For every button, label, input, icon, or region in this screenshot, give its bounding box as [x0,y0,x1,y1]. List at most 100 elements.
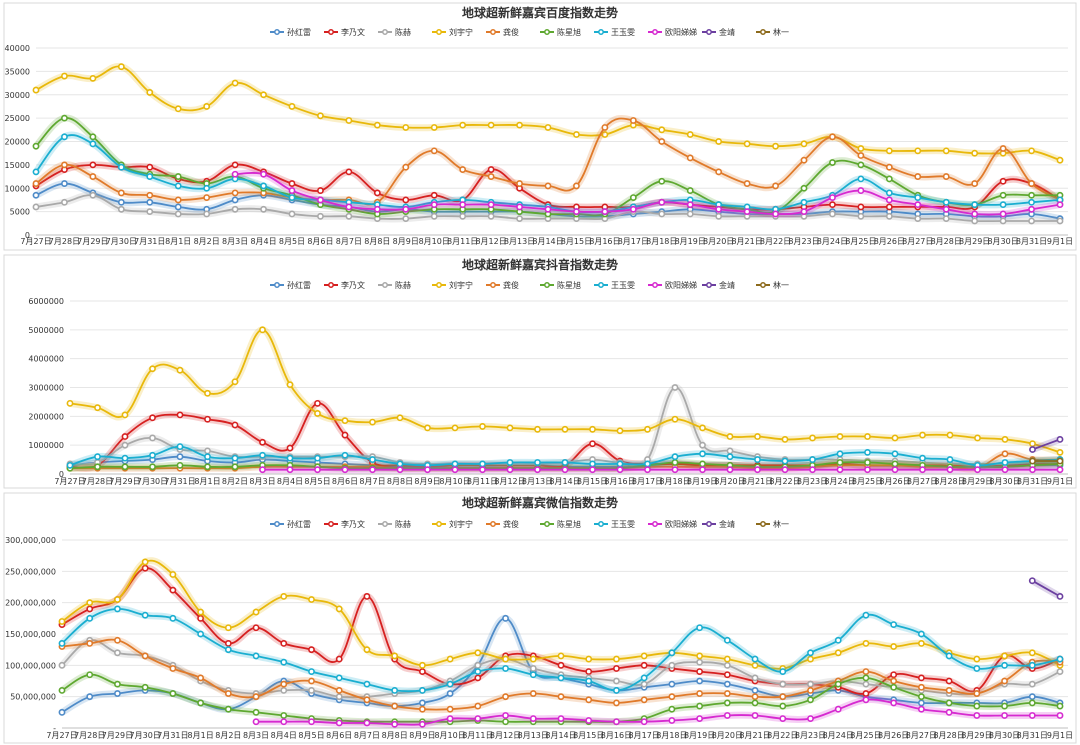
wechat-x-tick-label: 8月21日 [739,731,770,740]
baidu-frame [3,2,1077,251]
data-point [917,674,925,682]
data-point [589,425,596,433]
wechat-series-8 [252,696,1064,729]
data-point [862,674,870,682]
legend-label: 孙红雷 [287,27,311,37]
data-point [890,671,898,679]
data-point [715,138,723,145]
data-point [479,423,486,430]
data-point [204,463,211,471]
legend-swatch-marker [382,521,388,527]
douyin-x-tick-label: 8月6日 [332,477,358,486]
data-point [862,696,870,704]
data-point [857,145,865,152]
legend-label: 龚俊 [503,519,519,529]
data-point [890,621,898,628]
baidu-x-tick-label: 8月5日 [279,237,305,246]
data-point [418,661,426,669]
wechat-legend-item: 陈赫 [378,519,411,529]
data-point [149,434,156,442]
data-point [743,208,751,216]
wechat-x-tick-label: 8月6日 [326,731,352,740]
data-point [946,431,954,439]
legend-label: 林一 [773,27,789,37]
data-point [544,182,552,190]
data-point [335,605,343,613]
data-point [121,441,129,449]
data-point [231,196,239,204]
wechat-frame [3,492,1077,744]
data-point [231,79,239,87]
data-point [658,177,666,185]
legend-swatch-marker [544,521,550,527]
baidu-x-tick-label: 8月4日 [250,237,276,246]
data-point [1029,446,1036,453]
data-point [807,696,814,704]
wechat-series-7 [58,605,1064,695]
data-point [308,596,315,603]
data-point [373,189,381,197]
legend-swatch-marker [760,282,766,288]
legend-label: 林一 [773,280,789,290]
legend-label: 龚俊 [503,280,519,290]
data-point [418,705,426,713]
baidu-legend-item: 陈赫 [378,27,411,37]
data-point [696,690,704,697]
douyin-legend-item: 王玉雯 [594,281,635,290]
wechat-x-tick-label: 8月27日 [906,731,937,740]
data-point [1028,147,1035,155]
data-point [751,712,759,719]
data-point [807,649,814,657]
baidu-x-tick-label: 7月27日 [20,237,51,246]
data-point [114,690,121,697]
data-point [613,655,620,663]
douyin-legend-item: 孙红雷 [270,280,311,290]
data-point [644,460,651,468]
data-point [601,131,609,138]
data-point [779,715,787,722]
data-point [391,702,399,710]
baidu-x-tick-label: 7月31日 [134,237,165,246]
wechat-series-5 [58,636,1064,714]
data-point [829,133,836,141]
data-point [1056,201,1064,209]
wechat-series-9 [1028,577,1064,600]
data-point [146,208,154,216]
data-point [857,203,865,211]
baidu-y-tick-label: 30000 [5,91,30,100]
legend-label: 林一 [773,519,789,529]
data-point [668,649,676,657]
data-point [459,121,467,129]
data-point [224,690,232,697]
data-point [502,614,509,622]
data-point [561,459,569,466]
douyin-x-tick-label: 8月21日 [742,477,773,486]
data-point [402,196,410,204]
data-point [834,705,842,713]
wechat-legend-item: 金靖 [702,519,735,529]
baidu-y-tick-label: 35000 [5,67,30,76]
data-point [58,639,66,647]
baidu-x-tick-label: 8月21日 [731,237,762,246]
legend-swatch-marker [706,29,712,35]
baidu-x-tick-label: 7月29日 [77,237,108,246]
data-point [121,463,129,471]
data-point [715,168,723,176]
data-point [534,459,541,466]
data-point [999,191,1007,199]
data-point [723,680,731,688]
data-point [942,147,950,155]
douyin-frame [3,254,1077,489]
data-point [999,201,1007,209]
douyin-x-tick-label: 7月30日 [137,477,168,486]
data-point [529,671,537,679]
data-point [149,365,156,373]
wechat-x-tick-label: 8月10日 [434,731,465,740]
data-point [430,147,438,155]
legend-swatch-marker [544,29,550,35]
baidu-x-tick-label: 8月3日 [222,237,248,246]
data-point [66,461,74,469]
legend-label: 金靖 [719,27,735,37]
data-point [61,198,68,206]
data-point [146,163,154,171]
